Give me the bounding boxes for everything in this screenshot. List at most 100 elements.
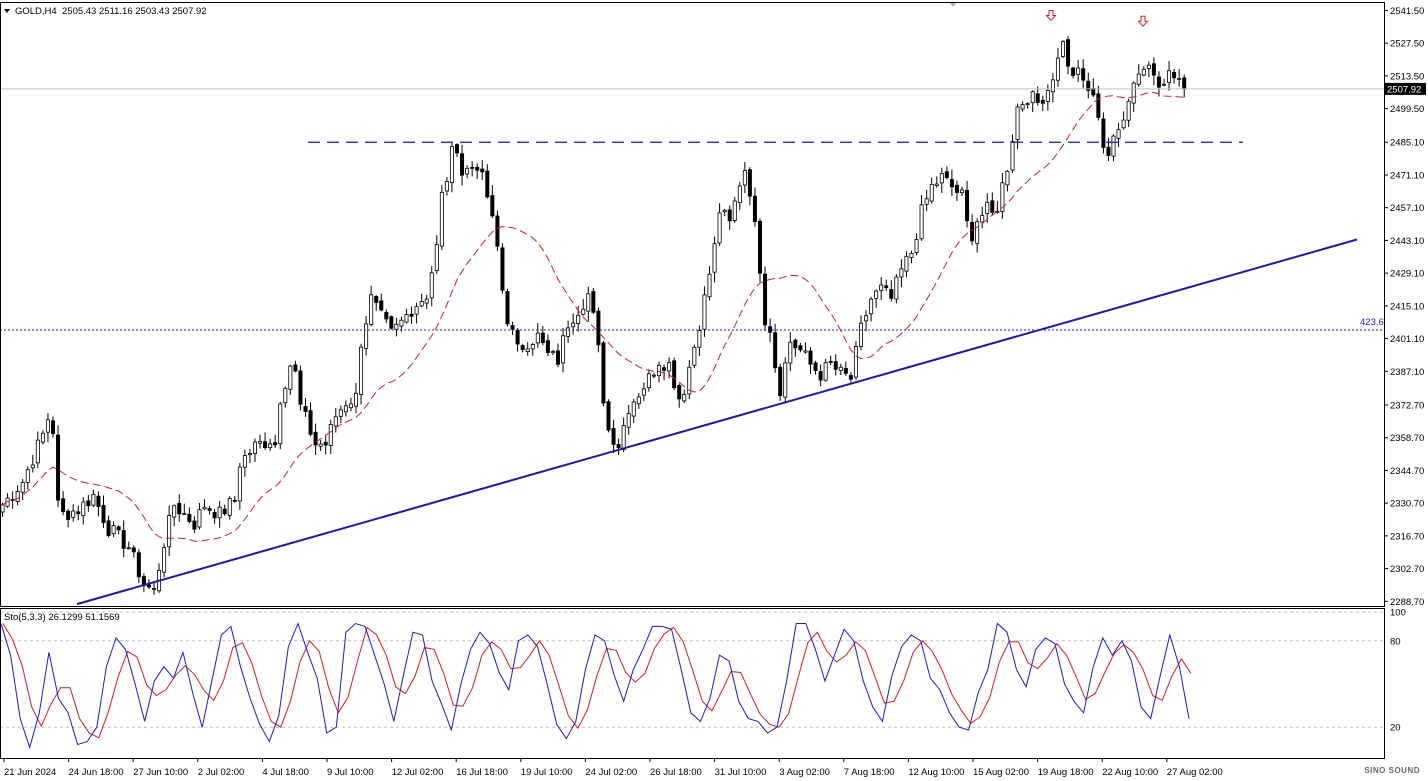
shift-marker-icon bbox=[950, 3, 956, 7]
candle-down bbox=[1086, 80, 1091, 91]
candle-down bbox=[1040, 99, 1045, 104]
candle-up bbox=[1177, 78, 1182, 80]
price-tag-box bbox=[1384, 82, 1426, 95]
candle-up bbox=[697, 330, 702, 348]
candle-up bbox=[242, 455, 247, 468]
candle-up bbox=[864, 315, 869, 322]
candle-up bbox=[343, 405, 348, 413]
candle-down bbox=[323, 441, 328, 446]
candle-down bbox=[475, 166, 480, 171]
y-tick-label: 2401.10 bbox=[1390, 334, 1424, 345]
candle-up bbox=[995, 210, 1000, 213]
candle-down bbox=[454, 144, 459, 154]
candle-up bbox=[737, 185, 742, 204]
candle-up bbox=[530, 344, 535, 350]
candle-up bbox=[25, 469, 30, 483]
candle-up bbox=[288, 365, 293, 390]
candle-up bbox=[202, 506, 207, 510]
candle-up bbox=[742, 170, 747, 186]
candle-up bbox=[1050, 79, 1055, 93]
candle-down bbox=[944, 171, 949, 178]
candle-down bbox=[1096, 93, 1101, 118]
candle-down bbox=[510, 325, 515, 330]
x-tick-label: 31 Jul 10:00 bbox=[715, 767, 767, 778]
candle-up bbox=[525, 348, 530, 352]
candle-up bbox=[71, 510, 76, 518]
candle-up bbox=[1116, 129, 1121, 139]
candle-up bbox=[894, 276, 899, 300]
candle-down bbox=[601, 342, 606, 404]
candle-down bbox=[207, 508, 212, 511]
candle-up bbox=[172, 505, 177, 518]
candle-down bbox=[232, 499, 237, 502]
candle-up bbox=[1076, 67, 1081, 75]
candle-up bbox=[717, 212, 722, 244]
candle-up bbox=[151, 588, 156, 590]
price-tag-label: 2507.92 bbox=[1387, 84, 1421, 95]
candle-up bbox=[162, 547, 167, 573]
candle-down bbox=[187, 513, 192, 522]
candle-up bbox=[364, 323, 369, 349]
candle-down bbox=[662, 367, 667, 371]
candle-down bbox=[384, 311, 389, 320]
stochastic-pane-frame bbox=[0, 608, 1385, 759]
candle-down bbox=[490, 195, 495, 217]
candle-up bbox=[1126, 100, 1131, 121]
candle-down bbox=[212, 512, 217, 519]
x-tick-label: 26 Jul 18:00 bbox=[650, 767, 702, 778]
candle-down bbox=[116, 526, 121, 531]
candle-down bbox=[727, 209, 732, 222]
candle-up bbox=[318, 443, 323, 447]
candle-down bbox=[121, 530, 126, 549]
candle-down bbox=[545, 340, 550, 353]
candle-down bbox=[222, 508, 227, 515]
candle-down bbox=[773, 332, 778, 369]
candle-up bbox=[899, 268, 904, 278]
candle-down bbox=[192, 520, 197, 530]
candle-down bbox=[86, 500, 91, 507]
candle-up bbox=[91, 494, 96, 506]
candle-up bbox=[1015, 106, 1020, 140]
candle-up bbox=[1111, 135, 1116, 157]
candle-up bbox=[444, 180, 449, 192]
candle-down bbox=[677, 385, 682, 400]
moving-average-line bbox=[2, 91, 1185, 542]
chevron-down-icon[interactable] bbox=[4, 9, 10, 13]
x-tick-label: 21 Jun 2024 bbox=[4, 767, 56, 778]
candle-down bbox=[96, 495, 101, 507]
candle-down bbox=[848, 375, 853, 380]
candle-up bbox=[985, 201, 990, 214]
candle-down bbox=[813, 362, 818, 371]
candle-up bbox=[1146, 64, 1151, 69]
candle-down bbox=[374, 296, 379, 303]
candle-up bbox=[81, 501, 86, 516]
candle-down bbox=[303, 406, 308, 413]
candle-down bbox=[970, 221, 975, 242]
y-tick-label: 2527.50 bbox=[1390, 39, 1424, 50]
candle-up bbox=[682, 393, 687, 402]
candle-up bbox=[111, 525, 116, 535]
candle-down bbox=[61, 498, 66, 512]
candle-up bbox=[40, 432, 45, 443]
watermark-logo: SINO SOUND bbox=[1364, 766, 1420, 775]
candle-down bbox=[808, 350, 813, 365]
candle-down bbox=[177, 502, 182, 515]
candle-up bbox=[394, 323, 399, 330]
candle-up bbox=[1055, 57, 1060, 81]
candle-up bbox=[838, 366, 843, 371]
candle-up bbox=[919, 204, 924, 240]
candle-down bbox=[520, 345, 525, 351]
candle-down bbox=[1066, 39, 1071, 67]
candle-down bbox=[606, 401, 611, 431]
candle-up bbox=[419, 301, 424, 307]
candle-up bbox=[980, 215, 985, 223]
x-tick-label: 27 Jun 10:00 bbox=[133, 767, 188, 778]
x-tick-label: 24 Jun 18:00 bbox=[69, 767, 124, 778]
candle-up bbox=[167, 515, 172, 548]
candle-up bbox=[586, 293, 591, 312]
candle-down bbox=[505, 291, 510, 325]
candle-up bbox=[369, 294, 374, 325]
candle-down bbox=[778, 366, 783, 397]
candle-up bbox=[576, 314, 581, 324]
